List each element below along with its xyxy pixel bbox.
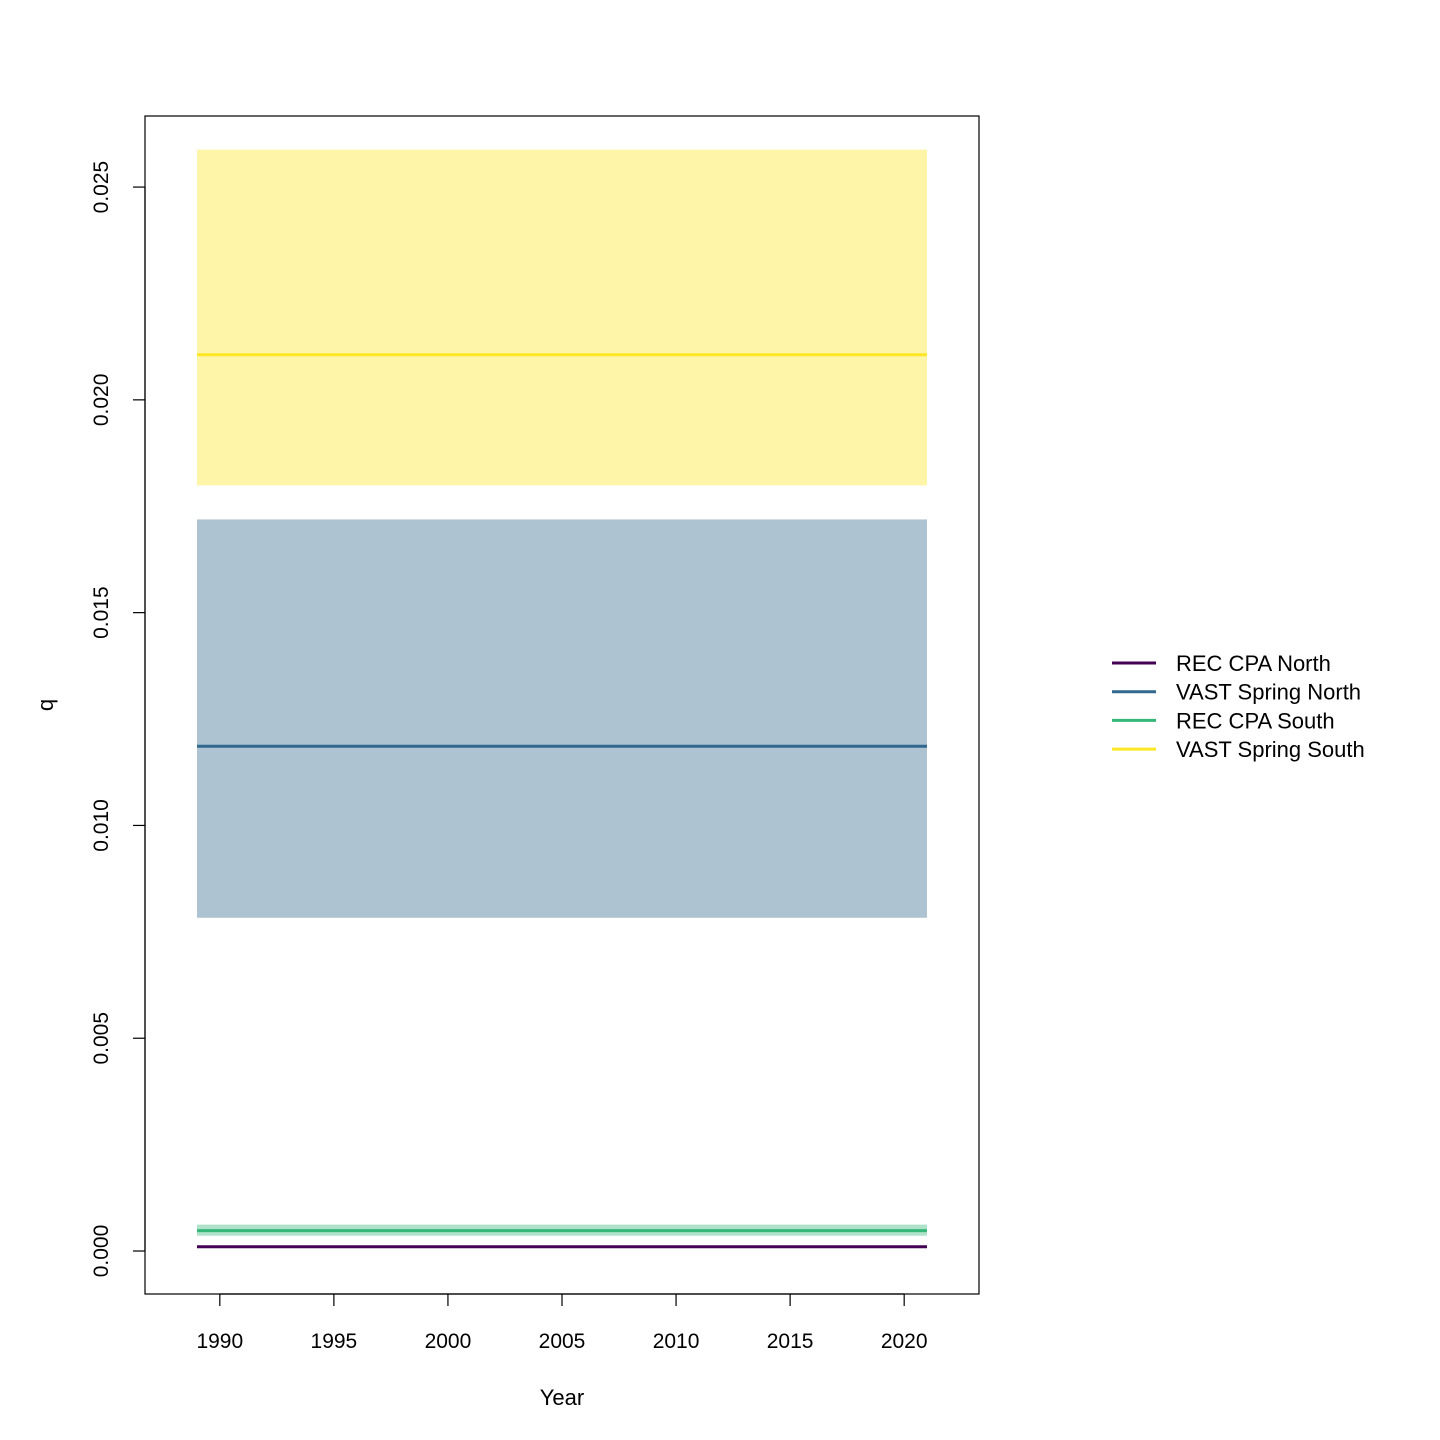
legend-label-2: REC CPA South xyxy=(1176,708,1335,733)
x-tick-label: 2015 xyxy=(767,1330,814,1353)
x-tick-label: 2000 xyxy=(425,1330,472,1353)
legend: REC CPA North VAST Spring North REC CPA So… xyxy=(1112,651,1365,762)
series-lines xyxy=(197,353,927,1249)
y-axis: 0.000 0.005 0.010 0.015 0.020 0.025 xyxy=(90,161,146,1278)
y-tick-label: 0.025 xyxy=(90,161,113,214)
x-tick-label: 2005 xyxy=(539,1330,586,1353)
y-tick-label: 0.015 xyxy=(90,586,113,639)
x-axis: 1990 1995 2000 2005 2010 2015 2020 xyxy=(196,1293,928,1353)
legend-label-1: VAST Spring North xyxy=(1176,680,1361,705)
x-axis-title: Year xyxy=(540,1385,584,1410)
x-tick-label: 1990 xyxy=(196,1330,243,1353)
y-axis-title: q xyxy=(33,699,58,711)
y-tick-label: 0.010 xyxy=(90,799,113,852)
y-tick-label: 0.020 xyxy=(90,374,113,427)
x-tick-label: 1995 xyxy=(311,1330,358,1353)
x-tick-label: 2010 xyxy=(653,1330,700,1353)
confidence-bands xyxy=(197,149,927,1248)
legend-label-0: REC CPA North xyxy=(1176,651,1331,676)
ci-band-3 xyxy=(197,149,927,486)
ci-band-1 xyxy=(197,519,927,918)
legend-label-3: VAST Spring South xyxy=(1176,737,1365,762)
y-tick-label: 0.000 xyxy=(90,1225,113,1278)
y-tick-label: 0.005 xyxy=(90,1012,113,1065)
x-tick-label: 2020 xyxy=(881,1330,928,1353)
